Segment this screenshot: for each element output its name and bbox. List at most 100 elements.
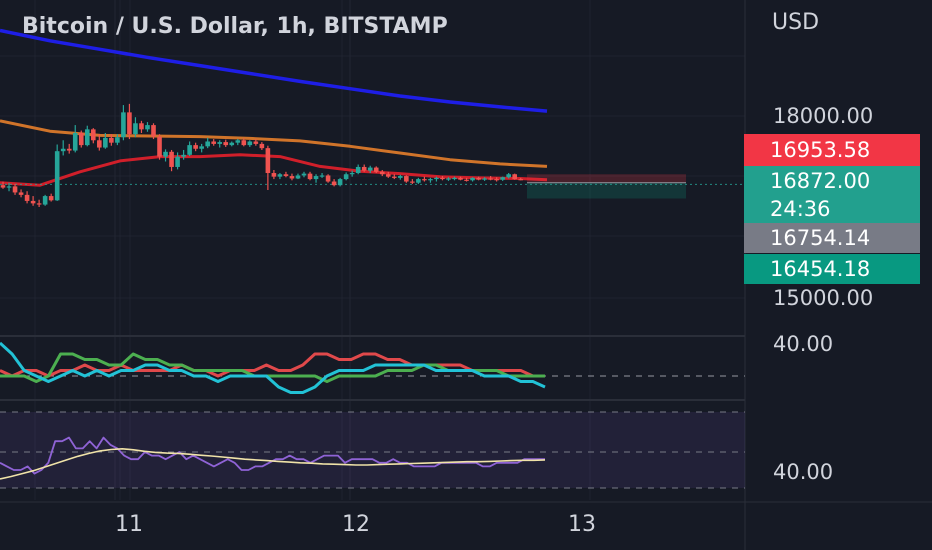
moving-average-line [0,153,548,187]
candles [0,103,524,207]
candle-body [157,136,162,157]
candle-body [325,175,331,182]
candle-body [97,140,102,148]
green-price-value: 16454.18 [770,257,871,281]
take-profit-zone [527,182,686,199]
lower-band-fill [0,412,745,488]
candle-body [145,125,150,130]
candle-body [379,171,385,175]
candle-body [512,174,517,180]
candle-body [446,178,451,180]
rsi-series-line [0,352,545,378]
candle-body [452,177,457,180]
candle-body [295,175,301,179]
candle-body [36,203,42,205]
candle-body [139,123,144,130]
candle-body [72,132,78,151]
candle-body [440,177,445,180]
candle-body [355,166,361,174]
candle-body [12,186,18,193]
candle-body [205,141,210,147]
gray-price-tag: 16754.14 [744,223,920,253]
candle-body [289,176,295,179]
candle-body [506,174,511,178]
candle-body [199,146,204,149]
candle-body [181,154,186,157]
candle-body [24,194,30,201]
candle-body [518,179,524,181]
stop-loss-zone [527,174,686,183]
candle-body [373,167,379,172]
gray-price-value: 16754.14 [770,226,871,250]
candle-body [331,181,337,186]
time-tick-11: 11 [115,512,143,537]
candle-body [271,173,277,177]
lower-indicator-panel [0,411,745,489]
candle-body [6,186,12,188]
candle-body [482,178,487,180]
candle-body [313,176,319,180]
candle-body [259,143,265,149]
price-label-15000: 15000.00 [773,286,874,310]
candle-body [398,176,403,178]
candle-body [247,141,253,146]
candle-body [428,179,433,181]
time-tick-12: 12 [342,512,370,537]
candle-body [319,175,325,177]
candle-body [60,148,66,152]
candle-body [307,173,313,180]
candle-body [169,151,174,167]
chart-title[interactable]: Bitcoin / U.S. Dollar, 1h, BITSTAMP [22,14,448,39]
candle-body [476,177,481,180]
candle-body [283,174,289,177]
candle-body [470,177,475,181]
candle-body [103,137,108,148]
sma-price-tag: 16953.58 [744,134,920,166]
candle-body [337,179,343,186]
candle-body [422,179,427,181]
candle-body [121,112,126,138]
candle-body [30,200,36,204]
candle-body [434,177,439,180]
candle-body [265,148,271,174]
candle-body [235,140,241,143]
candle-body [217,142,223,144]
candle-body [151,125,156,137]
candle-body [163,151,168,157]
candle-body [54,151,60,201]
candle-body [367,167,373,171]
rsi-panel [0,341,745,394]
candle-body [211,141,216,144]
position-box [527,174,686,199]
candle-body [458,177,463,180]
moving-average-line [0,28,548,113]
rsi-axis-label: 40.00 [773,332,834,356]
last-price-tag: 16872.00 24:36 [744,166,920,223]
candle-body [223,142,229,146]
last-price-value: 16872.00 [770,169,871,193]
candle-body [66,148,72,151]
price-label-18000: 18000.00 [773,104,874,128]
lower-series-line [0,447,546,480]
candle-body [404,176,409,182]
sma-price-value: 16953.58 [770,138,871,162]
candle-body [48,196,54,201]
candle-body [500,177,505,180]
candle-body [18,192,24,195]
candle-body [229,142,235,146]
candle-body [277,174,283,177]
rsi-series-line [0,341,546,394]
candle-body [385,174,391,177]
candle-body [127,112,132,135]
candle-body [301,173,307,176]
candle-body [416,179,421,183]
candle-body [253,141,259,144]
lower-axis-label: 40.00 [773,460,834,484]
candle-body [91,129,96,141]
candle-body [133,123,138,135]
currency-label[interactable]: USD [772,10,820,35]
time-tick-13: 13 [568,512,596,537]
candle-body [109,137,114,143]
candle-body [494,179,499,181]
candle-body [187,145,192,155]
